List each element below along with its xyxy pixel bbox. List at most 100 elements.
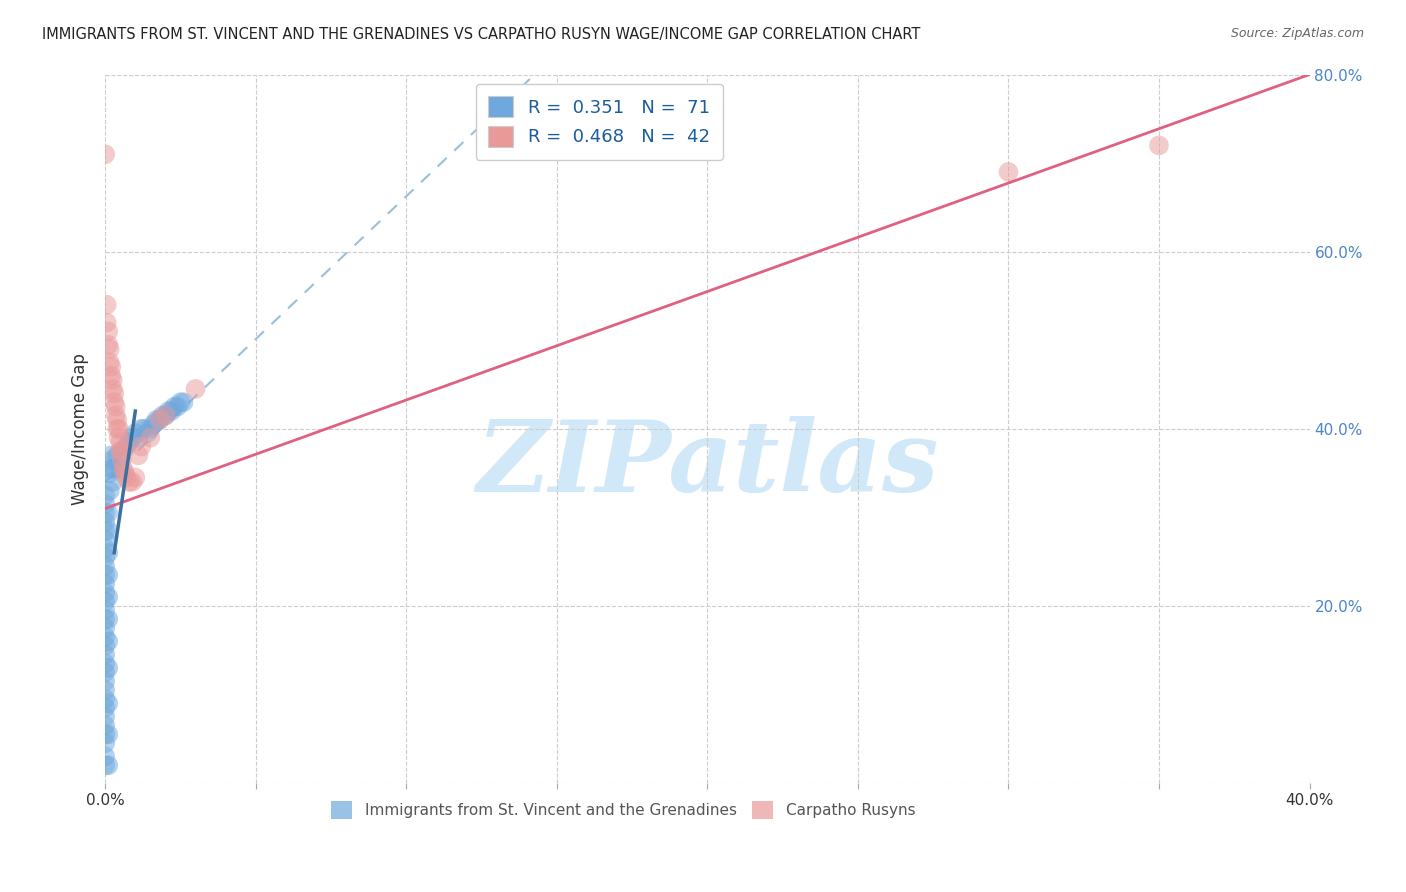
Point: [115, 440, 138, 454]
Point: [94, 497, 117, 511]
Point: [136, 426, 159, 441]
Point: [152, 409, 174, 423]
Point: [94, 568, 117, 582]
Text: Source: ZipAtlas.com: Source: ZipAtlas.com: [1230, 27, 1364, 40]
Point: [114, 466, 136, 480]
Point: [97, 612, 120, 626]
Point: [131, 440, 153, 454]
Point: [97, 696, 120, 710]
Point: [118, 435, 141, 450]
Point: [139, 422, 162, 436]
Point: [94, 612, 117, 626]
Point: [118, 475, 141, 489]
Point: [112, 444, 135, 458]
Point: [105, 448, 128, 462]
Point: [160, 404, 183, 418]
Point: [94, 665, 117, 680]
Point: [94, 727, 117, 741]
Point: [94, 709, 117, 723]
Point: [97, 661, 120, 675]
Point: [94, 559, 117, 574]
Point: [115, 470, 138, 484]
Point: [97, 506, 120, 520]
Point: [94, 585, 117, 599]
Text: ZIPatlas: ZIPatlas: [477, 416, 939, 513]
Point: [94, 524, 117, 538]
Point: [94, 576, 117, 591]
Point: [169, 395, 191, 409]
Point: [105, 413, 128, 427]
Point: [111, 452, 134, 467]
Point: [97, 634, 120, 648]
Point: [131, 422, 153, 436]
Point: [100, 359, 122, 374]
Point: [121, 475, 143, 489]
Point: [173, 395, 195, 409]
Point: [94, 683, 117, 698]
Point: [155, 409, 177, 423]
Point: [98, 466, 121, 480]
Point: [100, 448, 122, 462]
Point: [121, 431, 143, 445]
Point: [94, 550, 117, 565]
Point: [101, 475, 124, 489]
Text: IMMIGRANTS FROM ST. VINCENT AND THE GRENADINES VS CARPATHO RUSYN WAGE/INCOME GAP: IMMIGRANTS FROM ST. VINCENT AND THE GREN…: [42, 27, 921, 42]
Point: [101, 382, 124, 396]
Point: [997, 165, 1019, 179]
Point: [100, 368, 122, 383]
Point: [166, 400, 188, 414]
Point: [103, 386, 125, 401]
Point: [94, 488, 117, 502]
Point: [111, 444, 134, 458]
Point: [104, 400, 127, 414]
Point: [97, 324, 120, 338]
Point: [107, 431, 129, 445]
Point: [94, 533, 117, 547]
Point: [94, 630, 117, 644]
Point: [142, 417, 165, 432]
Point: [94, 147, 117, 161]
Point: [94, 758, 117, 772]
Point: [100, 461, 122, 475]
Point: [94, 692, 117, 706]
Legend: Immigrants from St. Vincent and the Grenadines, Carpatho Rusyns: Immigrants from St. Vincent and the Gren…: [325, 795, 921, 825]
Point: [104, 409, 127, 423]
Point: [94, 506, 117, 520]
Point: [94, 736, 117, 750]
Point: [97, 758, 120, 772]
Point: [94, 639, 117, 653]
Point: [98, 342, 121, 356]
Point: [112, 461, 135, 475]
Point: [94, 674, 117, 689]
Point: [127, 431, 149, 445]
Point: [97, 568, 120, 582]
Point: [110, 435, 132, 450]
Point: [97, 337, 120, 351]
Point: [101, 373, 124, 387]
Point: [139, 431, 162, 445]
Point: [94, 541, 117, 556]
Point: [98, 483, 121, 498]
Point: [184, 382, 207, 396]
Point: [110, 444, 132, 458]
Point: [94, 594, 117, 608]
Point: [94, 648, 117, 662]
Point: [103, 461, 125, 475]
Point: [94, 700, 117, 714]
Point: [94, 749, 117, 764]
Point: [107, 422, 129, 436]
Point: [97, 546, 120, 560]
Point: [103, 395, 125, 409]
Point: [134, 422, 156, 436]
Point: [94, 515, 117, 529]
Point: [94, 603, 117, 617]
Point: [97, 727, 120, 741]
Point: [157, 404, 180, 418]
Point: [96, 298, 118, 312]
Point: [97, 524, 120, 538]
Point: [1147, 138, 1170, 153]
Point: [148, 413, 170, 427]
Point: [101, 452, 124, 467]
Point: [97, 590, 120, 604]
Point: [124, 470, 146, 484]
